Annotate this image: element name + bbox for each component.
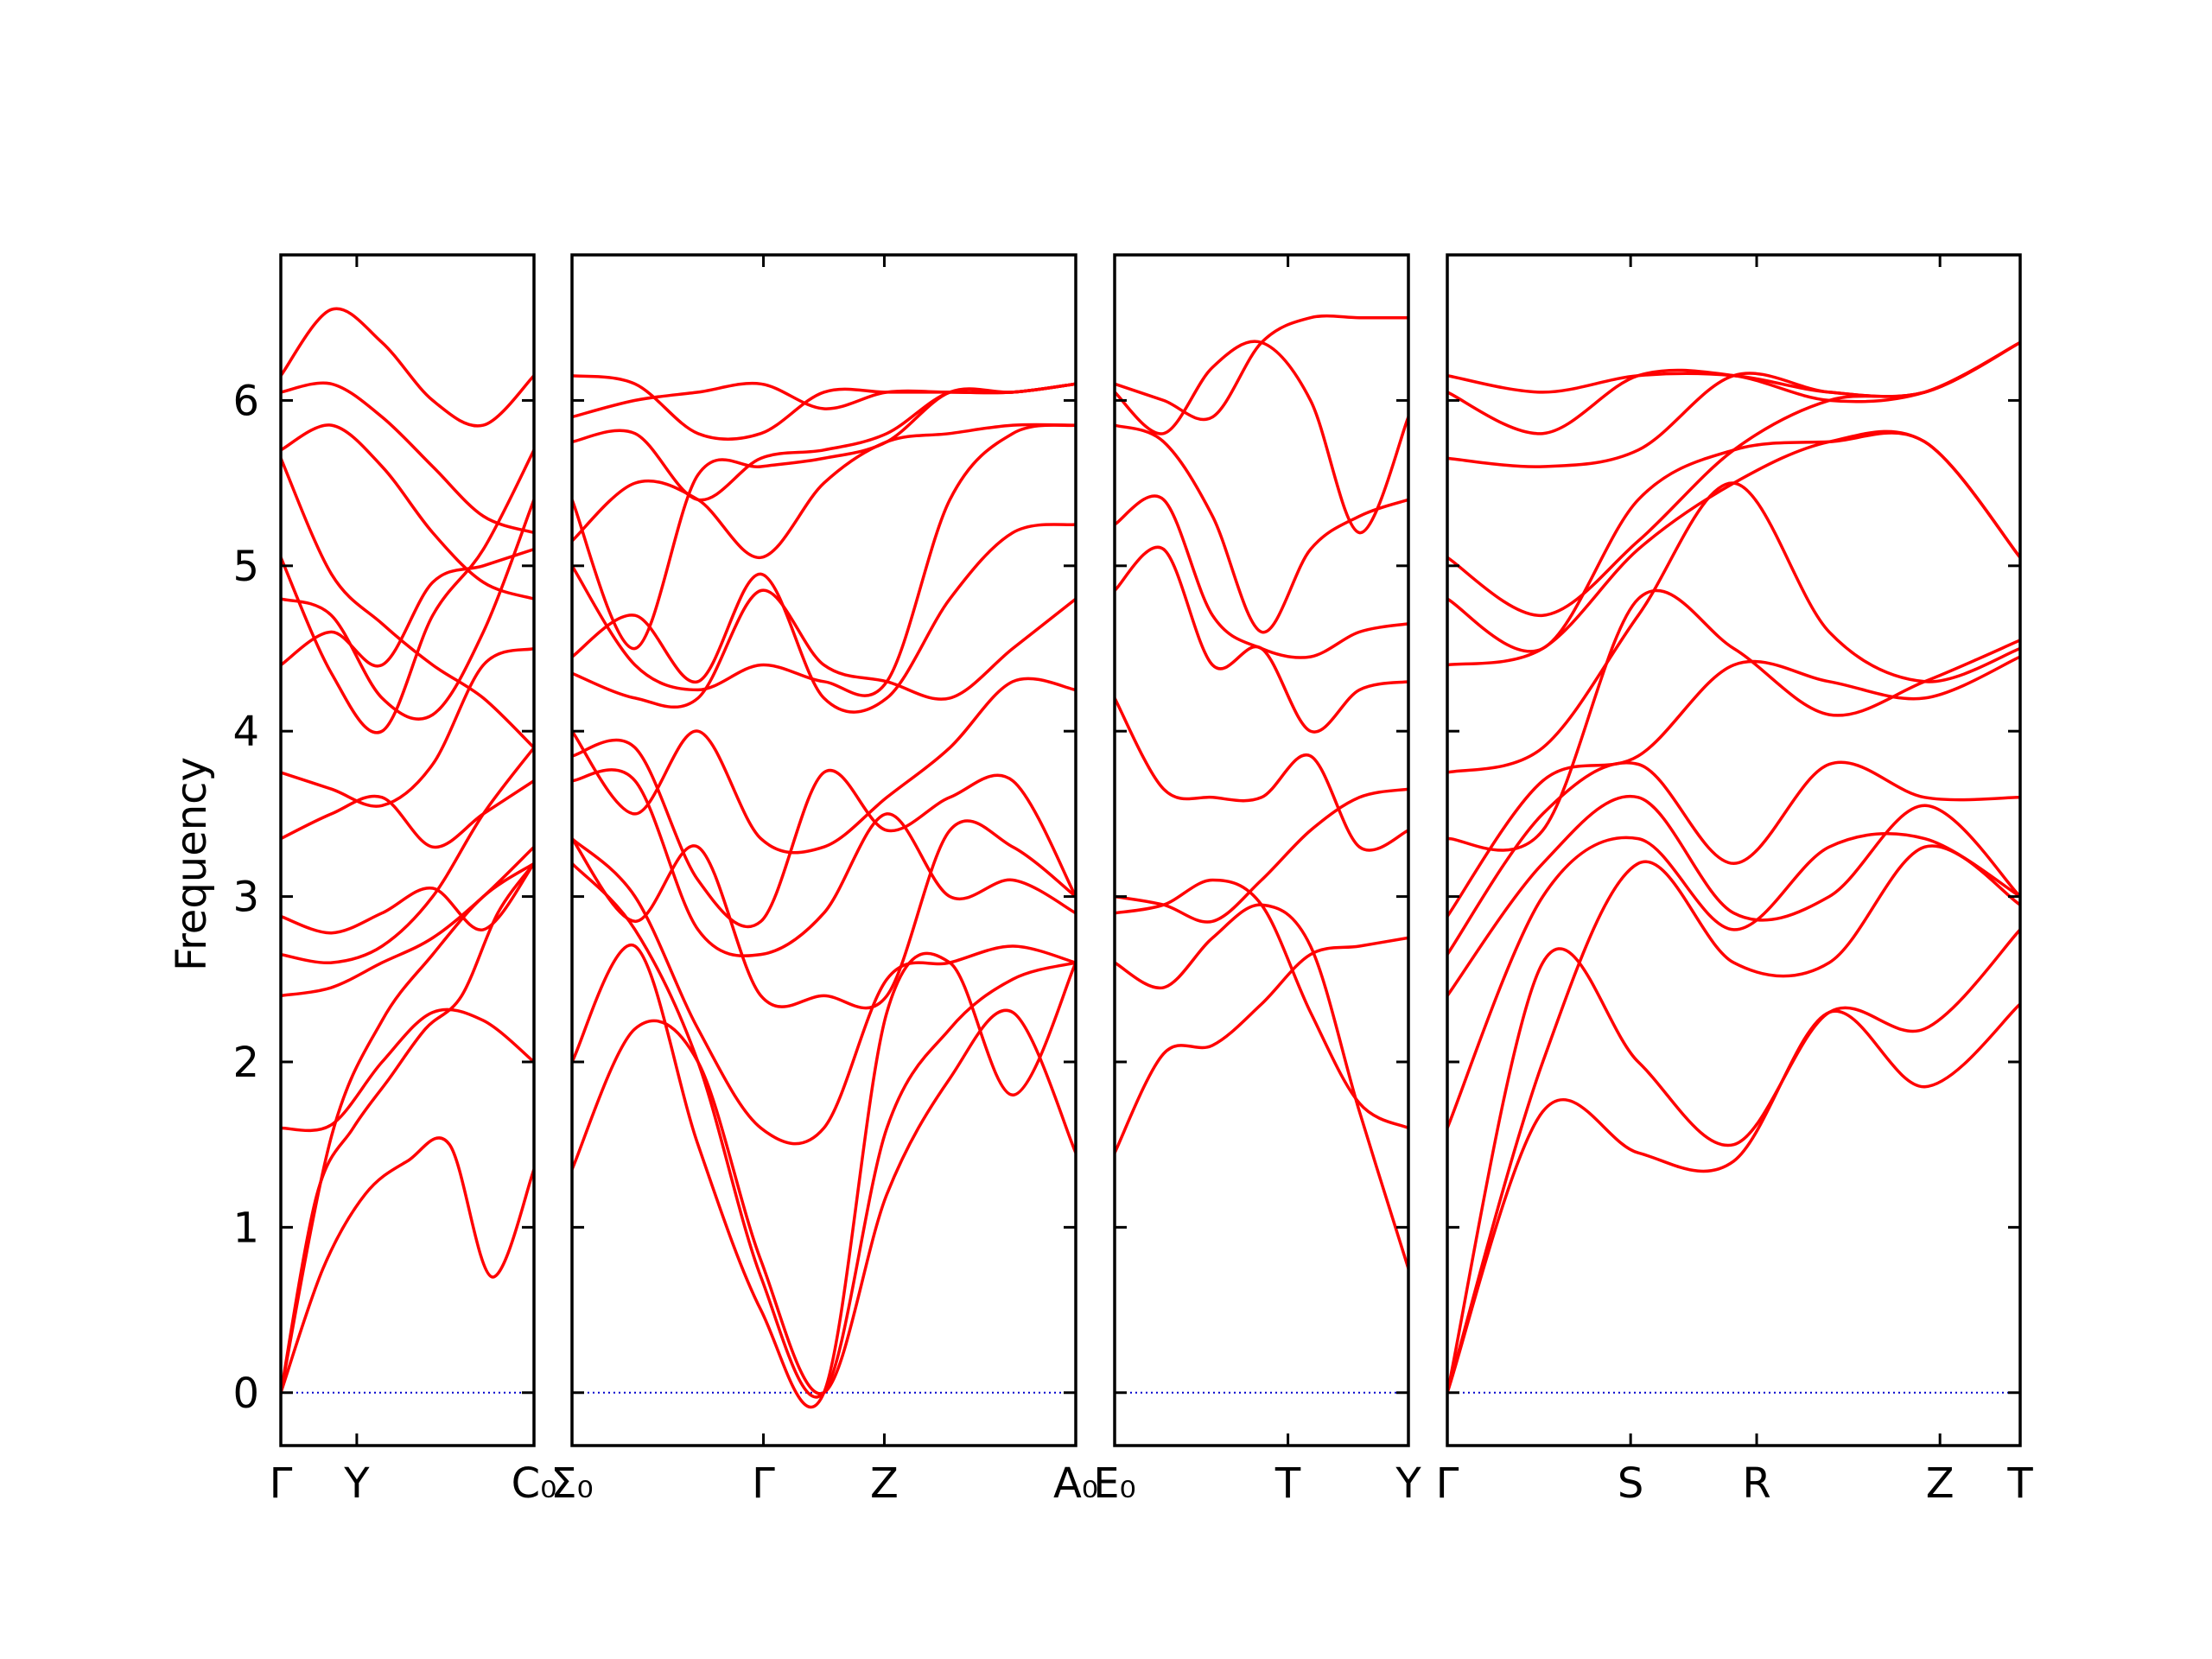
phonon-band-4-7 xyxy=(1447,655,2020,918)
phonon-band-2-9 xyxy=(572,588,1076,709)
x-tick-label: Y xyxy=(1395,1459,1421,1508)
phonon-band-4-9 xyxy=(1447,481,2020,774)
panel-3: E₀ T Y xyxy=(1093,253,1421,1508)
y-tick-label: 3 xyxy=(232,874,259,922)
phonon-band-4-15 xyxy=(1447,340,2020,398)
phonon-band-4-12 xyxy=(1447,340,2020,617)
phonon-band-1-14 xyxy=(281,423,534,601)
y-tick-label: 4 xyxy=(232,708,259,756)
band-group xyxy=(281,307,534,1395)
phonon-band-1-3 xyxy=(281,861,534,1395)
phonon-band-1-13 xyxy=(281,456,534,750)
y-axis-label: Frequency xyxy=(168,757,216,971)
x-tick-label: E₀ xyxy=(1093,1459,1136,1508)
y-tick-label: 6 xyxy=(232,377,259,425)
phonon-band-2-7 xyxy=(572,738,1076,929)
phonon-band-1-15 xyxy=(281,381,534,535)
phonon-band-2-8 xyxy=(572,677,1076,855)
phonon-band-3-2 xyxy=(1115,903,1408,1270)
x-tick-label: S xyxy=(1618,1459,1643,1508)
x-tick-label: T xyxy=(2006,1459,2033,1508)
band-group xyxy=(572,373,1076,1409)
y-tick-label: 1 xyxy=(232,1204,259,1252)
phonon-band-1-1 xyxy=(281,1136,534,1395)
phonon-band-3-10 xyxy=(1115,314,1408,422)
phonon-band-1-5 xyxy=(281,845,534,998)
phonon-band-2-6 xyxy=(572,768,1076,957)
band-group xyxy=(1447,340,2020,1395)
phonon-band-2-12 xyxy=(572,423,1076,559)
band-group xyxy=(1115,314,1408,1270)
x-tick-label: Γ xyxy=(1436,1459,1459,1508)
phonon-band-4-4 xyxy=(1447,832,2020,1130)
phonon-band-1-9 xyxy=(281,646,534,808)
phonon-band-2-2 xyxy=(572,943,1076,1409)
phonon-band-3-9 xyxy=(1115,340,1408,535)
phonon-band-2-1 xyxy=(572,1008,1076,1395)
phonon-band-1-4 xyxy=(281,1007,534,1133)
phonon-band-2-11 xyxy=(572,423,1076,697)
phonon-band-1-11 xyxy=(281,498,534,721)
phonon-band-4-2 xyxy=(1447,928,2020,1395)
phonon-band-1-16 xyxy=(281,307,534,428)
phonon-band-1-7 xyxy=(281,861,534,935)
x-tick-label: R xyxy=(1742,1459,1770,1508)
phonon-band-4-6 xyxy=(1447,760,2020,957)
phonon-band-3-6 xyxy=(1115,545,1408,734)
x-tick-label: Γ xyxy=(270,1459,293,1508)
panel-2: Σ₀ Γ Z A₀ xyxy=(550,253,1098,1508)
phonon-band-3-7 xyxy=(1115,494,1408,659)
x-tick-label: Y xyxy=(343,1459,370,1508)
y-tick-label: 5 xyxy=(232,543,259,591)
panel-frame xyxy=(1113,253,1410,1447)
x-tick-label: A₀ xyxy=(1053,1459,1098,1508)
x-tick-label: Σ₀ xyxy=(550,1459,594,1508)
phonon-band-2-13 xyxy=(572,382,1076,651)
phonon-band-1-2 xyxy=(281,861,534,1395)
phonon-band-1-12 xyxy=(281,448,534,734)
phonon-band-2-3 xyxy=(572,861,1076,1399)
y-tick-label: 0 xyxy=(232,1370,259,1418)
phonon-band-4-3 xyxy=(1447,844,2020,1395)
x-tick-label: T xyxy=(1274,1459,1301,1508)
phonon-band-3-1 xyxy=(1115,936,1408,1154)
phonon-band-2-5 xyxy=(572,819,1076,1010)
phonon-band-2-15 xyxy=(572,381,1076,419)
phonon-band-3-5 xyxy=(1115,696,1408,852)
x-tick-label: C₀ xyxy=(512,1459,557,1508)
phonon-band-1-6 xyxy=(281,746,534,964)
panel-frame xyxy=(570,253,1077,1447)
phonon-band-2-10 xyxy=(572,523,1076,714)
phonon-band-4-5 xyxy=(1447,794,2020,998)
phonon-band-2-4 xyxy=(572,836,1076,1146)
phonon-band-3-3 xyxy=(1115,878,1408,1130)
phonon-band-1-8 xyxy=(281,779,534,849)
x-tick-label: Γ xyxy=(752,1459,775,1508)
phonon-band-3-4 xyxy=(1115,787,1408,924)
phonon-band-2-16 xyxy=(572,373,1076,442)
phonon-band-1-10 xyxy=(281,547,534,668)
panel-frame xyxy=(279,253,536,1447)
panel-1: Γ Y C₀ xyxy=(270,253,557,1508)
phonon-band-4-8 xyxy=(1447,588,2020,852)
x-tick-label: Z xyxy=(870,1459,899,1508)
phonon-band-3-8 xyxy=(1115,423,1408,634)
x-tick-label: Z xyxy=(1926,1459,1955,1508)
phonon-band-4-1 xyxy=(1447,1002,2020,1395)
phonon-band-2-14 xyxy=(572,382,1076,502)
y-tick-label: 2 xyxy=(232,1039,259,1087)
panel-frame xyxy=(1446,253,2022,1447)
